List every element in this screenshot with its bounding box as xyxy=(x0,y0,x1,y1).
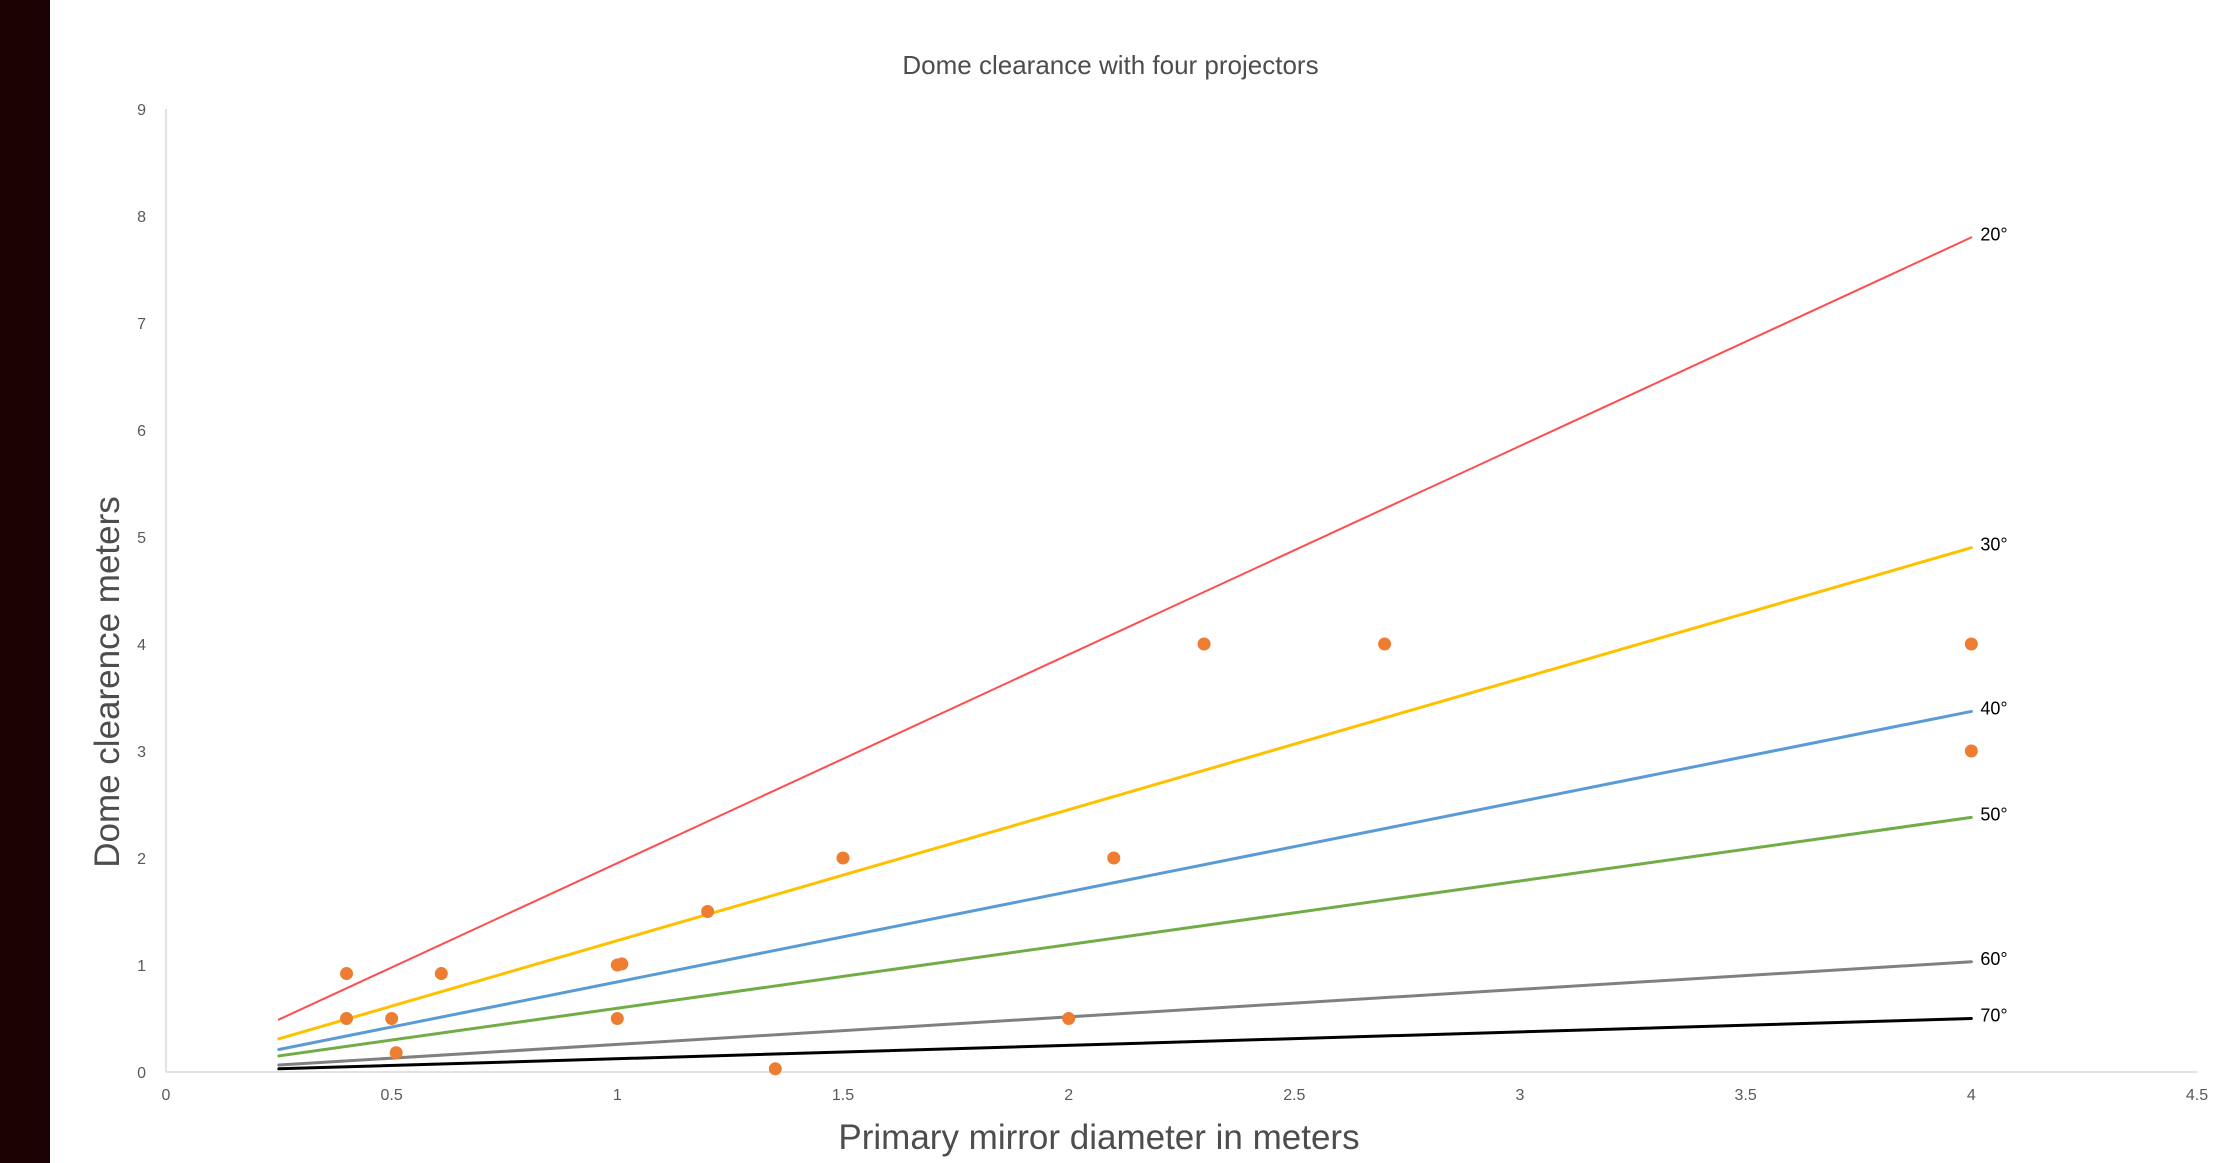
data-point xyxy=(1197,637,1211,651)
y-tick-label: 5 xyxy=(137,530,146,547)
y-tick-label: 3 xyxy=(137,744,146,761)
y-tick-label: 9 xyxy=(137,102,146,119)
y-tick-label: 1 xyxy=(137,958,146,975)
y-axis-title: Dome clearence meters xyxy=(88,496,127,868)
series-line-50-deg xyxy=(277,815,1973,1058)
data-point xyxy=(610,1012,624,1025)
series-label-30-deg: 30° xyxy=(1980,535,2007,555)
series-label-60-deg: 60° xyxy=(1980,949,2007,969)
data-point xyxy=(389,1046,403,1060)
data-point xyxy=(1378,637,1392,651)
x-tick-label: 0.5 xyxy=(381,1087,403,1104)
series-labels: 20° 30° 40° 50° 60° 70° xyxy=(1980,224,2007,1025)
x-axis-title: Primary mirror diameter in meters xyxy=(838,1118,1360,1157)
x-tick-label: 2 xyxy=(1064,1087,1073,1104)
data-point xyxy=(1964,637,1978,651)
x-tick-label: 1 xyxy=(613,1087,622,1104)
y-tick-label: 6 xyxy=(137,423,146,440)
x-tick-label: 0 xyxy=(162,1087,171,1104)
data-point xyxy=(768,1062,782,1076)
x-tick-label: 2.5 xyxy=(1283,1087,1305,1104)
series-line-20-deg xyxy=(277,236,1973,1021)
x-tick-label: 1.5 xyxy=(832,1087,854,1104)
x-tick-label: 4 xyxy=(1967,1087,1976,1104)
left-edge-strip xyxy=(0,0,50,1163)
data-point xyxy=(1964,744,1978,758)
data-point xyxy=(836,851,850,865)
y-tick-label: 7 xyxy=(137,316,146,333)
series-line-40-deg xyxy=(277,709,1973,1052)
series-line-60-deg xyxy=(277,960,1973,1067)
y-tick-label: 4 xyxy=(137,637,146,654)
x-tick-label: 3.5 xyxy=(1735,1087,1757,1104)
series-lines xyxy=(277,236,1973,1071)
axes: 0 0.5 1 1.5 2 2.5 3 3.5 4 4.5 0 1 2 3 4 5 6 7 8 9 xyxy=(137,102,2208,1104)
series-line-70-deg xyxy=(277,1017,1973,1071)
data-point xyxy=(1062,1012,1076,1025)
data-point xyxy=(340,967,354,981)
x-tick-label: 4.5 xyxy=(2186,1087,2208,1104)
series-line-30-deg xyxy=(277,546,1973,1041)
data-point xyxy=(1107,851,1121,865)
y-tick-label: 0 xyxy=(137,1065,146,1082)
y-tick-label: 8 xyxy=(137,209,146,226)
data-point xyxy=(434,967,448,981)
y-tick-label: 2 xyxy=(137,851,146,868)
data-point xyxy=(340,1012,354,1025)
x-tick-label: 3 xyxy=(1516,1087,1525,1104)
data-point xyxy=(615,957,629,971)
series-label-40-deg: 40° xyxy=(1980,698,2007,718)
data-point xyxy=(701,905,715,918)
data-point xyxy=(385,1012,399,1025)
scatter-points xyxy=(340,637,1978,1076)
chart-title: Dome clearance with four projectors xyxy=(902,50,1319,80)
series-label-50-deg: 50° xyxy=(1980,804,2007,824)
series-label-20-deg: 20° xyxy=(1980,224,2007,244)
series-label-70-deg: 70° xyxy=(1980,1006,2007,1026)
